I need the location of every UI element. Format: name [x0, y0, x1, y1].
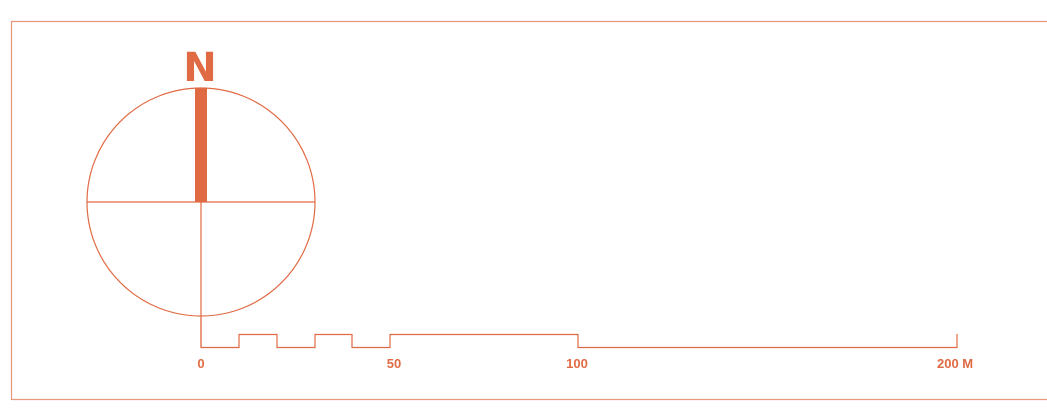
- north-needle: [195, 88, 207, 202]
- scale-bar: 0 50 100 200 M: [197, 318, 973, 371]
- north-arrow: N: [86, 45, 316, 347]
- scale-label-0: 0: [197, 356, 204, 371]
- scale-label-50: 50: [387, 356, 401, 371]
- legend-frame: [10, 20, 1047, 401]
- scale-label-200m: 200 M: [937, 356, 973, 371]
- scale-label-100: 100: [566, 356, 588, 371]
- north-letter: N: [183, 45, 216, 91]
- scale-bar-segments: [200, 318, 958, 349]
